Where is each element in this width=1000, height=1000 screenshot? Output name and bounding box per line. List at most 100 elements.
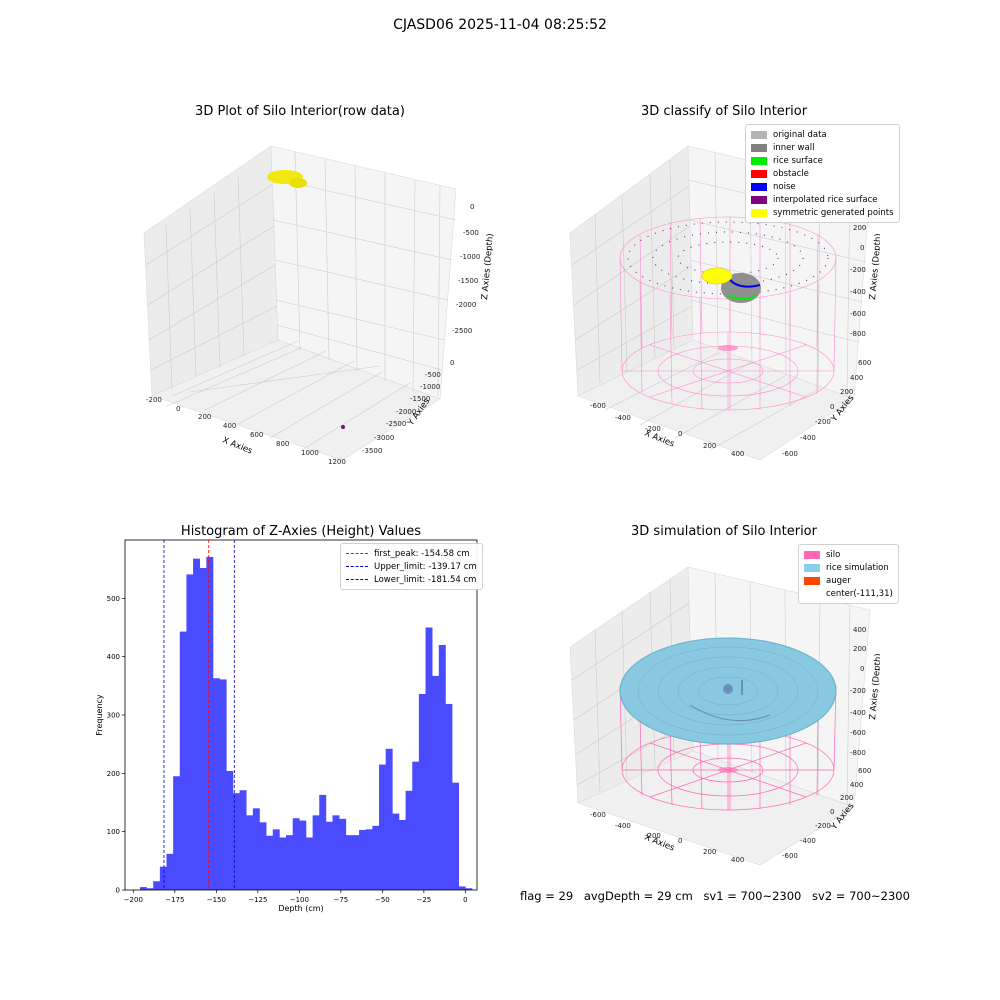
- raw-zlabel: Z Axies (Depth): [480, 233, 496, 300]
- sim-ztick: -400: [850, 709, 866, 717]
- histogram-bar: [425, 627, 433, 890]
- classify-ztick: -800: [850, 330, 866, 338]
- histogram-bar: [159, 866, 167, 890]
- classify-xtick: -200: [645, 425, 661, 433]
- swatch-rice-surface: [751, 156, 767, 165]
- sim-ztick: 200: [853, 645, 866, 653]
- histogram-bar: [418, 694, 426, 890]
- histogram-bar: [452, 782, 460, 890]
- legend-entry: Lower_limit: -181.54 cm: [346, 573, 477, 586]
- swatch-inner-wall: [751, 143, 767, 152]
- histogram-bar: [146, 888, 154, 890]
- legend-entry: silo: [804, 548, 893, 561]
- swatch-interpolated: [751, 195, 767, 204]
- figure-title: CJASD06 2025-11-04 08:25:52: [393, 17, 607, 33]
- histogram-bar: [239, 790, 247, 890]
- histogram-bar: [405, 790, 413, 890]
- sim-ytick: 400: [850, 781, 863, 789]
- histogram-bar: [465, 888, 473, 890]
- histogram-bar: [379, 764, 386, 890]
- histogram-bar: [226, 771, 234, 890]
- raw-xtick: 0: [176, 405, 180, 413]
- sim-xtick: -200: [645, 832, 661, 840]
- raw-ytick: -3000: [374, 434, 394, 442]
- legend-entry: inner wall: [751, 141, 894, 154]
- raw-ytick: -3500: [362, 447, 382, 455]
- raw-ztick: -2000: [456, 301, 476, 309]
- raw-outlier-point: [341, 425, 345, 429]
- sv1-text: sv1 = 700~2300: [703, 889, 802, 903]
- histogram-bar: [359, 829, 367, 890]
- histogram-bar: [279, 837, 287, 890]
- classify-legend: original data inner wall rice surface ob…: [745, 124, 900, 223]
- simulation-legend: silo rice simulation auger center(-111,3…: [798, 544, 899, 604]
- sim-ytick: 0: [830, 808, 834, 816]
- classify-ztick: -200: [850, 266, 866, 274]
- sim-ytick: -400: [800, 837, 816, 845]
- histogram-chart: −200 −175 −150 −125 −100 −75 −50 −25 0 0 100 200 30…: [95, 539, 478, 913]
- histogram-ytick-label: 0: [116, 887, 120, 895]
- histogram-bar: [339, 818, 347, 890]
- raw-ytick: -2000: [396, 408, 416, 416]
- legend-entry: original data: [751, 128, 894, 141]
- sim-xtick: 200: [703, 848, 716, 856]
- simulation-plot-title: 3D simulation of Silo Interior: [631, 524, 817, 539]
- histogram-bar: [246, 815, 254, 890]
- raw-ztick: 0: [470, 203, 474, 211]
- classify-3d-plot: -600 -400 -200 0 200 400 600 400 200 0 -…: [569, 145, 880, 461]
- classify-ytick: 200: [840, 388, 853, 396]
- histogram-bar: [365, 829, 373, 890]
- sim-ytick: 600: [858, 767, 871, 775]
- histogram-bar: [272, 829, 280, 890]
- sv2-text: sv2 = 700~2300: [812, 889, 910, 903]
- histogram-bar: [299, 820, 307, 890]
- histogram-bar: [286, 835, 293, 890]
- histogram-xtick-label: −200: [124, 896, 143, 904]
- histogram-bar: [305, 837, 313, 890]
- swatch-noise: [751, 182, 767, 191]
- swatch-silo: [804, 550, 820, 559]
- legend-line-lower-limit: [346, 579, 368, 580]
- legend-entry: first_peak: -154.58 cm: [346, 547, 477, 560]
- histogram-ytick-label: 300: [107, 712, 120, 720]
- histogram-xtick-label: −125: [248, 896, 267, 904]
- histogram-bar: [412, 761, 420, 890]
- histogram-bar: [266, 835, 274, 890]
- sim-ytick: -200: [815, 822, 831, 830]
- classify-xtick: -600: [590, 402, 606, 410]
- histogram-bar: [199, 568, 207, 890]
- histogram-ylabel: Frequency: [95, 694, 104, 736]
- sim-ytick: 200: [840, 794, 853, 802]
- classify-xtick: -400: [615, 414, 631, 422]
- histogram-bar: [325, 821, 333, 890]
- sim-ytick: -600: [782, 852, 798, 860]
- simulation-3d-plot: -600 -400 -200 0 200 400 600 400 200 0 -…: [569, 566, 880, 866]
- histogram-xlabel: Depth (cm): [278, 904, 323, 913]
- raw-ztick: -1500: [458, 277, 478, 285]
- legend-line-first-peak: [346, 553, 368, 554]
- classify-xtick: 400: [731, 450, 744, 458]
- swatch-rice-simulation: [804, 563, 820, 572]
- histogram-bar: [385, 748, 393, 890]
- center-marker: [723, 684, 733, 694]
- raw-ztick: -500: [463, 229, 479, 237]
- histogram-bar: [139, 887, 147, 890]
- histogram-xtick-label: −75: [333, 896, 348, 904]
- sim-ztick: -800: [850, 749, 866, 757]
- legend-entry: symmetric generated points: [751, 206, 894, 219]
- raw-ztick: -1000: [460, 253, 480, 261]
- legend-line-upper-limit: [346, 566, 368, 567]
- legend-entry: rice surface: [751, 154, 894, 167]
- histogram-xtick-label: 0: [463, 896, 467, 904]
- classify-ztick: -600: [850, 310, 866, 318]
- raw-ytick: -1000: [420, 383, 440, 391]
- raw-xtick: 600: [250, 431, 263, 439]
- sim-ztick: 0: [860, 665, 864, 673]
- raw-ytick: -2500: [386, 420, 406, 428]
- sim-xtick: -400: [615, 822, 631, 830]
- swatch-obstacle: [751, 169, 767, 178]
- histogram-xtick-label: −100: [290, 896, 309, 904]
- classify-ytick: 600: [858, 359, 871, 367]
- raw-xtick: 200: [198, 413, 211, 421]
- classify-plot-title: 3D classify of Silo Interior: [640, 104, 808, 119]
